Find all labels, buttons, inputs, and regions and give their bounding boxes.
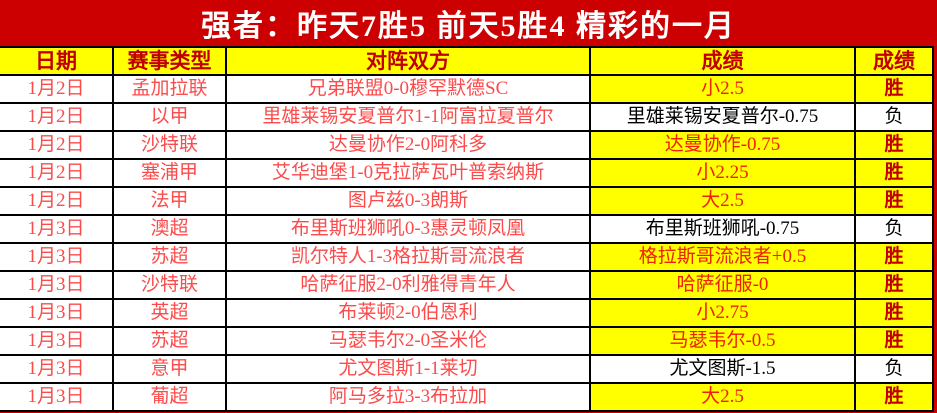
pick-cell: 大2.5 [589,382,856,412]
result-cell: 胜 [854,186,934,216]
results-table-body: 1月2日 孟加拉联 兄弟联盟0-0穆罕默德SC 小2.5 胜 1月2日 以甲 里… [0,74,934,412]
result-cell: 胜 [854,242,934,272]
date-cell: 1月2日 [0,130,114,160]
match-cell: 布里斯班狮吼0-3惠灵顿凤凰 [225,214,591,244]
league-cell: 澳超 [112,214,227,244]
pick-cell: 小2.75 [589,298,856,328]
header-cell-match: 对阵双方 [225,46,591,76]
result-cell: 胜 [854,270,934,300]
table-row: 1月3日 葡超 阿马多拉3-3布拉加 大2.5 胜 [0,382,934,412]
table-row: 1月2日 法甲 图卢兹0-3朗斯 大2.5 胜 [0,186,934,216]
pick-cell: 大2.5 [589,186,856,216]
table-row: 1月3日 意甲 尤文图斯1-1莱切 尤文图斯-1.5 负 [0,354,934,384]
pick-cell: 布里斯班狮吼-0.75 [589,214,856,244]
result-cell: 胜 [854,382,934,412]
date-cell: 1月3日 [0,354,114,384]
match-cell: 图卢兹0-3朗斯 [225,186,591,216]
pick-cell: 格拉斯哥流浪者+0.5 [589,242,856,272]
table-row: 1月2日 沙特联 达曼协作2-0阿科多 达曼协作-0.75 胜 [0,130,934,160]
table-row: 1月2日 塞浦甲 艾华迪堡1-0克拉萨瓦叶普索纳斯 小2.25 胜 [0,158,934,188]
pick-cell: 小2.25 [589,158,856,188]
league-cell: 塞浦甲 [112,158,227,188]
header-cell-result: 成绩 [854,46,934,76]
match-cell: 阿马多拉3-3布拉加 [225,382,591,412]
league-cell: 沙特联 [112,270,227,300]
table-row: 1月3日 苏超 凯尔特人1-3格拉斯哥流浪者 格拉斯哥流浪者+0.5 胜 [0,242,934,272]
pick-cell: 小2.5 [589,74,856,104]
results-table: 日期 赛事类型 对阵双方 成绩 成绩 1月2日 孟加拉联 兄弟联盟0-0穆罕默德… [0,46,934,412]
result-cell: 胜 [854,326,934,356]
league-cell: 孟加拉联 [112,74,227,104]
league-cell: 苏超 [112,242,227,272]
league-cell: 沙特联 [112,130,227,160]
match-cell: 布莱顿2-0伯恩利 [225,298,591,328]
pick-cell: 里雄莱锡安夏普尔-0.75 [589,102,856,132]
pick-cell: 哈萨征服-0 [589,270,856,300]
table-row: 1月2日 孟加拉联 兄弟联盟0-0穆罕默德SC 小2.5 胜 [0,74,934,104]
table-row: 1月3日 苏超 马瑟韦尔2-0圣米伦 马瑟韦尔-0.5 胜 [0,326,934,356]
match-cell: 尤文图斯1-1莱切 [225,354,591,384]
result-cell: 负 [854,354,934,384]
match-cell: 达曼协作2-0阿科多 [225,130,591,160]
header-row: 日期 赛事类型 对阵双方 成绩 成绩 [0,46,934,76]
pick-cell: 马瑟韦尔-0.5 [589,326,856,356]
result-cell: 负 [854,214,934,244]
league-cell: 苏超 [112,326,227,356]
header-cell-league: 赛事类型 [112,46,227,76]
table-row: 1月3日 沙特联 哈萨征服2-0利雅得青年人 哈萨征服-0 胜 [0,270,934,300]
league-cell: 法甲 [112,186,227,216]
league-cell: 意甲 [112,354,227,384]
date-cell: 1月3日 [0,382,114,412]
result-cell: 负 [854,102,934,132]
banner-title: 强者：昨天7胜5 前天5胜4 精彩的一月 [201,10,736,43]
results-table-header: 日期 赛事类型 对阵双方 成绩 成绩 [0,46,934,76]
date-cell: 1月2日 [0,74,114,104]
result-cell: 胜 [854,130,934,160]
league-cell: 以甲 [112,102,227,132]
match-cell: 兄弟联盟0-0穆罕默德SC [225,74,591,104]
match-cell: 艾华迪堡1-0克拉萨瓦叶普索纳斯 [225,158,591,188]
date-cell: 1月3日 [0,326,114,356]
league-cell: 英超 [112,298,227,328]
result-cell: 胜 [854,158,934,188]
result-cell: 胜 [854,298,934,328]
banner: 强者：昨天7胜5 前天5胜4 精彩的一月 [0,0,937,46]
match-cell: 哈萨征服2-0利雅得青年人 [225,270,591,300]
date-cell: 1月2日 [0,102,114,132]
header-cell-pick: 成绩 [589,46,856,76]
date-cell: 1月3日 [0,214,114,244]
match-cell: 里雄莱锡安夏普尔1-1阿富拉夏普尔 [225,102,591,132]
match-cell: 凯尔特人1-3格拉斯哥流浪者 [225,242,591,272]
result-cell: 胜 [854,74,934,104]
table-row: 1月3日 澳超 布里斯班狮吼0-3惠灵顿凤凰 布里斯班狮吼-0.75 负 [0,214,934,244]
league-cell: 葡超 [112,382,227,412]
date-cell: 1月3日 [0,270,114,300]
pick-cell: 尤文图斯-1.5 [589,354,856,384]
table-row: 1月2日 以甲 里雄莱锡安夏普尔1-1阿富拉夏普尔 里雄莱锡安夏普尔-0.75 … [0,102,934,132]
header-cell-date: 日期 [0,46,114,76]
date-cell: 1月3日 [0,298,114,328]
date-cell: 1月3日 [0,242,114,272]
date-cell: 1月2日 [0,158,114,188]
pick-cell: 达曼协作-0.75 [589,130,856,160]
match-cell: 马瑟韦尔2-0圣米伦 [225,326,591,356]
table-row: 1月3日 英超 布莱顿2-0伯恩利 小2.75 胜 [0,298,934,328]
date-cell: 1月2日 [0,186,114,216]
